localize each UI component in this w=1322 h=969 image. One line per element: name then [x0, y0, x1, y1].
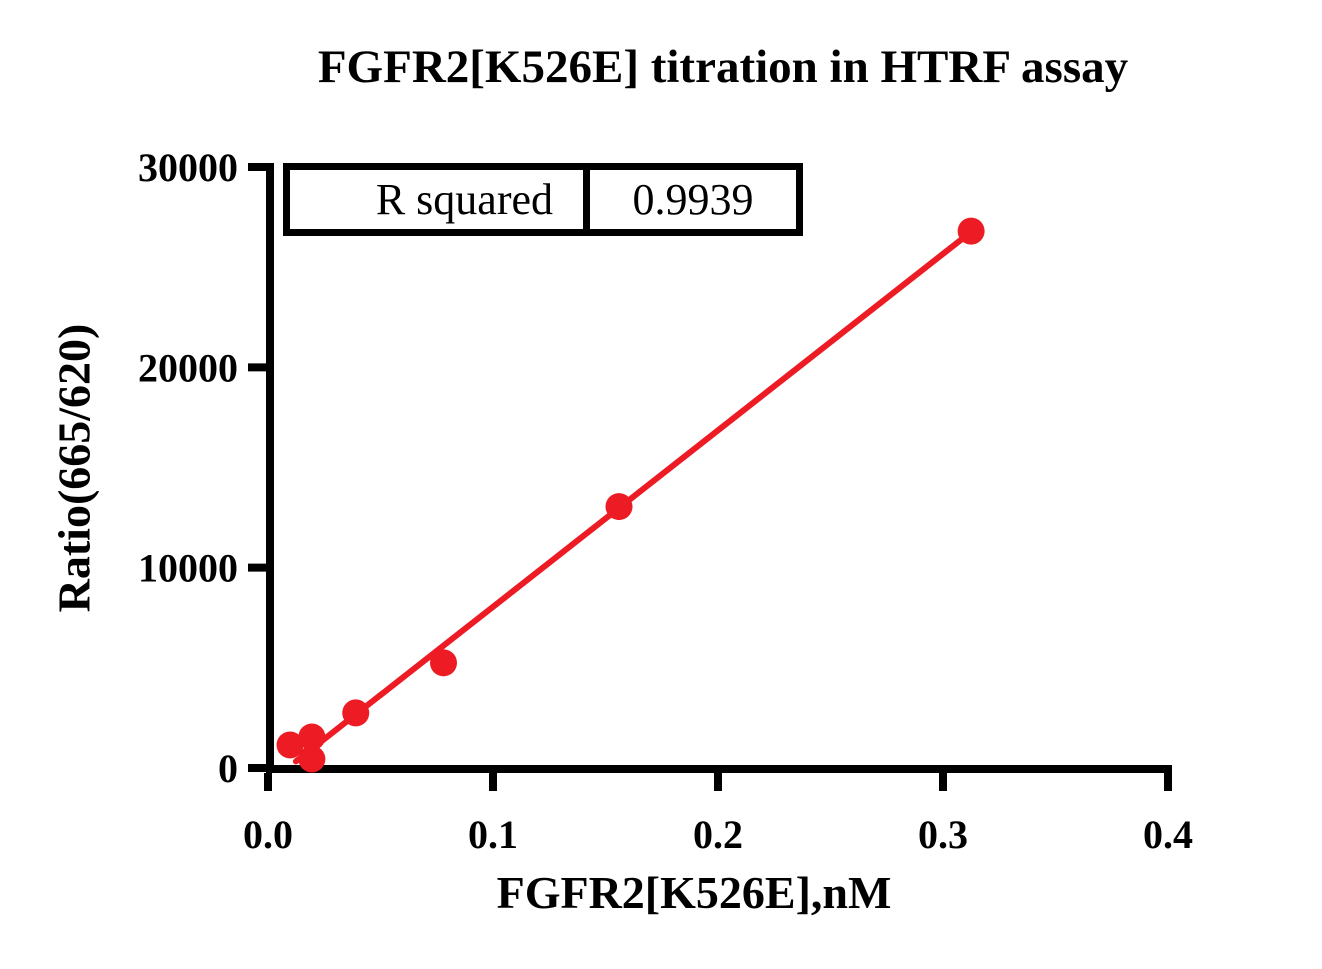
fit-line: [292, 228, 976, 765]
data-point: [298, 745, 326, 773]
data-point: [276, 731, 304, 759]
data-point: [605, 493, 633, 521]
data-point: [298, 723, 326, 751]
r-squared-table: R squared 0.9939: [283, 163, 803, 236]
y-tick-label: 10000: [138, 546, 238, 591]
chart-title: FGFR2[K526E] titration in HTRF assay: [317, 41, 1129, 93]
y-tick-label: 0: [218, 746, 238, 791]
x-tick-label: 0.2: [693, 812, 743, 857]
r-squared-label: R squared: [290, 170, 590, 229]
x-tick-label: 0.1: [468, 812, 518, 857]
y-tick-label: 30000: [138, 145, 238, 190]
x-tick-label: 0.3: [918, 812, 968, 857]
x-axis-title: FGFR2[K526E],nM: [496, 867, 892, 918]
data-point: [430, 649, 457, 677]
data-point: [342, 699, 370, 727]
y-tick-label: 20000: [138, 345, 238, 390]
x-tick-label: 0.0: [243, 812, 293, 857]
data-point: [957, 217, 985, 245]
x-tick-label: 0.4: [1143, 812, 1193, 857]
r-squared-value: 0.9939: [632, 175, 754, 224]
